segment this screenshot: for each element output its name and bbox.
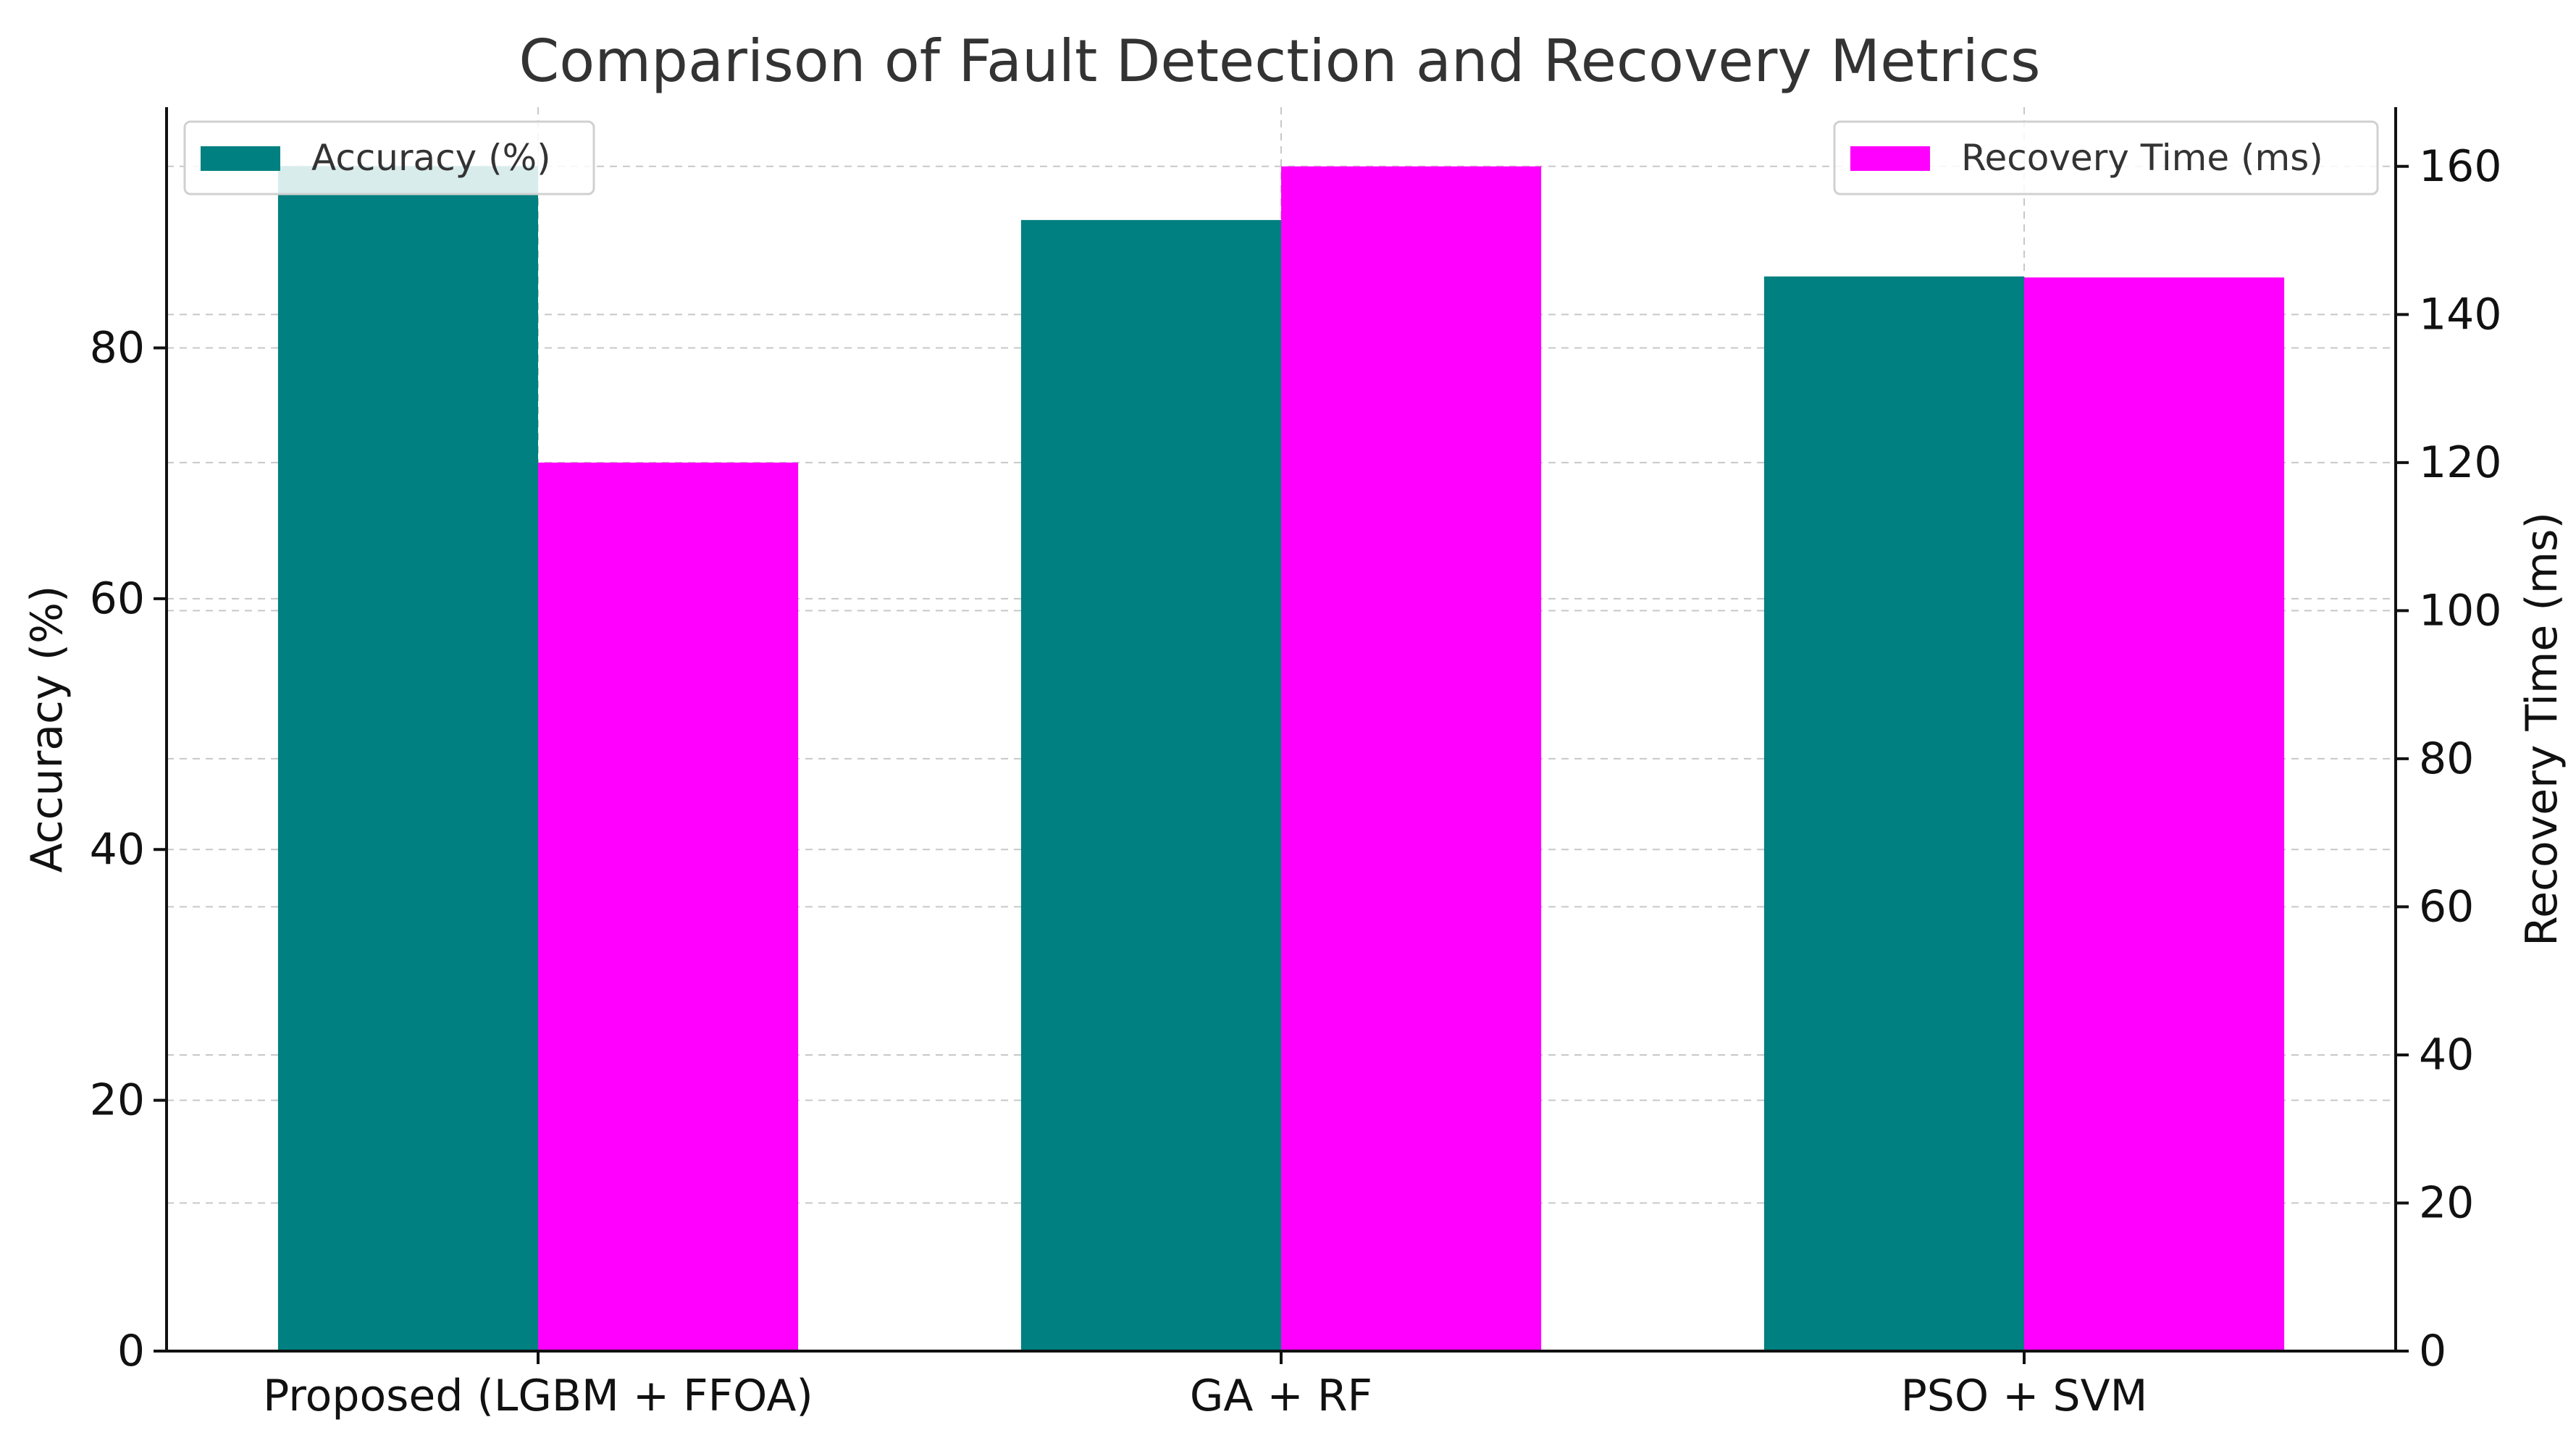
y2-tick-label: 0 <box>2419 1326 2446 1376</box>
x-tick-label: Proposed (LGBM + FFOA) <box>263 1371 813 1421</box>
y2-tick-label: 80 <box>2419 733 2474 784</box>
y-tick-label: 20 <box>90 1075 145 1126</box>
x-tick-label: PSO + SVM <box>1901 1371 2148 1421</box>
y-tick-label: 80 <box>90 323 145 374</box>
bar-accuracy <box>1020 219 1281 1351</box>
axes: 0 20 40 60 80 0 20 40 60 80 100 120 140 160 Proposed (… <box>90 107 2502 1421</box>
bars <box>277 166 2285 1351</box>
chart-title: Comparison of Fault Detection and Recove… <box>519 28 2040 95</box>
legend-recovery-time: Recovery Time (ms) <box>1833 120 2379 195</box>
y2-tick-label: 60 <box>2419 881 2474 932</box>
legend-swatch <box>1850 146 1930 171</box>
bar-accuracy <box>277 166 538 1351</box>
legend-label: Accuracy (%) <box>311 137 551 179</box>
y-tick-label: 60 <box>90 573 145 624</box>
bar-accuracy <box>1763 276 2024 1351</box>
y-axis-label: Accuracy (%) <box>22 586 72 873</box>
y2-tick-label: 20 <box>2419 1177 2474 1228</box>
y2-tick-label: 120 <box>2419 437 2502 488</box>
legend-swatch <box>201 146 280 171</box>
y-tick-label: 0 <box>117 1326 145 1376</box>
y2-tick-label: 40 <box>2419 1030 2474 1080</box>
x-tick-label: GA + RF <box>1190 1371 1372 1421</box>
legend-box <box>183 120 595 195</box>
bar-recovery-time <box>538 462 799 1351</box>
y2-tick-label: 100 <box>2419 585 2502 636</box>
y2-tick-label: 160 <box>2419 141 2502 192</box>
y2-axis-label: Recovery Time (ms) <box>2517 512 2567 946</box>
bar-recovery-time <box>1281 166 1542 1351</box>
legend-accuracy: Accuracy (%) <box>183 120 595 195</box>
y2-tick-label: 140 <box>2419 289 2502 340</box>
legend-box <box>1833 120 2379 195</box>
bar-recovery-time <box>2024 277 2285 1351</box>
y-tick-label: 40 <box>90 824 145 875</box>
legend-label: Recovery Time (ms) <box>1961 137 2323 179</box>
